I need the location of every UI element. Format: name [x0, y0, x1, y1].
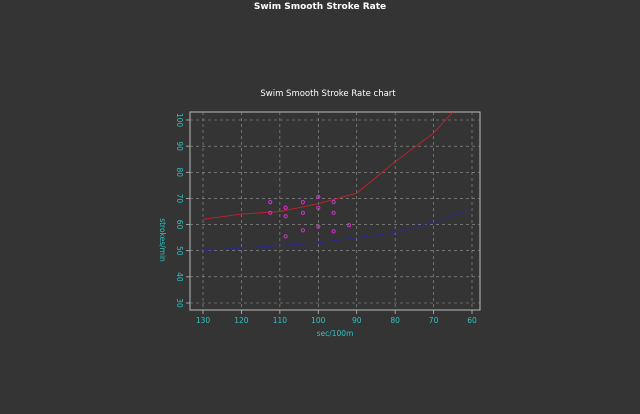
data-point	[268, 210, 273, 215]
x-tick-label: 110	[273, 316, 288, 325]
x-tick-label: 100	[311, 316, 326, 325]
chart-title: Swim Smooth Stroke Rate chart	[260, 89, 396, 99]
series-line-0	[202, 112, 454, 220]
data-point	[300, 210, 306, 215]
y-tick-label: 30	[175, 298, 184, 308]
x-tick-label: 90	[352, 316, 362, 325]
x-tick-label: 130	[196, 316, 211, 325]
data-point	[331, 229, 336, 234]
data-point	[300, 199, 306, 205]
y-tick-label: 100	[175, 113, 184, 128]
plot-area	[189, 111, 481, 311]
x-tick-label: 120	[234, 316, 249, 325]
data-point	[331, 199, 336, 205]
series-layer	[202, 112, 473, 252]
y-tick-label: 50	[175, 246, 184, 256]
grid	[190, 112, 480, 310]
x-tick-label: 60	[467, 316, 477, 325]
x-axis: 130 120 110 100 90 80 70 60	[196, 310, 477, 325]
data-point	[316, 205, 321, 210]
y-axis-label: strokes/min	[158, 218, 167, 262]
data-point	[283, 214, 288, 219]
x-tick-label: 80	[390, 316, 400, 325]
y-axis: 30 40 50 60 70 80 90 100	[175, 113, 190, 308]
y-tick-label: 60	[175, 220, 184, 230]
x-axis-label: sec/100m	[317, 329, 354, 338]
data-point	[316, 224, 321, 229]
data-point	[346, 222, 352, 228]
y-tick-label: 90	[175, 141, 184, 151]
window-title: Swim Smooth Stroke Rate	[253, 2, 387, 12]
x-tick-label: 70	[429, 316, 439, 325]
y-tick-label: 80	[175, 168, 184, 178]
y-tick-label: 70	[175, 194, 184, 204]
series-line-1	[202, 208, 473, 252]
data-point	[316, 194, 321, 199]
data-point	[268, 199, 273, 205]
data-point	[300, 228, 306, 233]
data-point	[331, 210, 336, 215]
data-point	[283, 205, 288, 210]
data-point	[283, 234, 288, 239]
y-tick-label: 40	[175, 272, 184, 282]
